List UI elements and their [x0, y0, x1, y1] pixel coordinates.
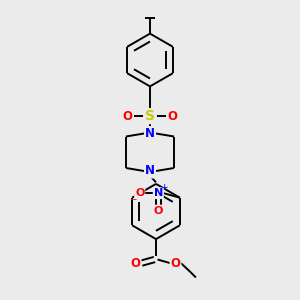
Text: O: O: [154, 206, 163, 216]
Text: S: S: [145, 109, 155, 123]
Text: O: O: [167, 110, 178, 123]
Text: N: N: [145, 127, 155, 140]
Text: −: −: [129, 194, 137, 203]
Text: N: N: [154, 188, 163, 198]
Text: O: O: [130, 256, 141, 270]
Text: O: O: [135, 188, 144, 198]
Text: O: O: [122, 110, 133, 123]
Text: N: N: [145, 164, 155, 178]
Text: O: O: [170, 256, 181, 270]
Text: +: +: [160, 183, 168, 192]
